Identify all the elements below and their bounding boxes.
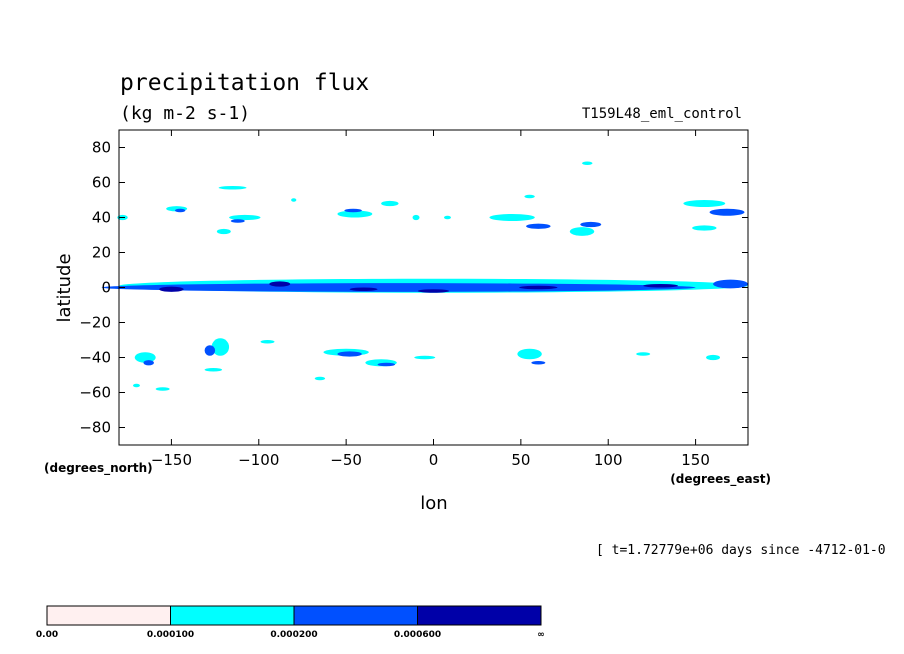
precip-region-25 [580,221,602,228]
y-tick-label: −80 [79,419,111,437]
precip-region-17 [344,208,362,213]
precip-region-35 [204,368,223,372]
precip-region-12 [229,214,261,221]
precip-region-28 [709,208,745,216]
precip-region-21 [489,214,535,221]
precip-region-11 [218,186,247,190]
precip-region-4 [269,281,291,287]
x-axis-label: lon [420,493,447,514]
precip-region-16 [337,210,373,218]
run-label: T159L48_eml_control [582,106,742,122]
x-tick-label: 100 [594,451,623,469]
precip-region-5 [349,287,378,291]
precip-region-38 [337,351,362,357]
y-axis-units: (degrees_north) [44,461,153,476]
colorbar-bin-2 [293,605,418,626]
precip-region-10 [174,208,186,213]
precip-region-1 [101,283,696,292]
precip-region-44 [636,352,651,356]
y-tick-label: −20 [79,314,111,332]
precip-region-23 [524,194,535,199]
precip-region-22 [526,223,551,229]
y-axis-label: latitude [54,253,75,322]
precip-region-26 [582,161,593,165]
precip-region-36 [260,340,275,344]
precip-region-20 [443,215,451,220]
precip-region-46 [155,387,170,391]
precip-region-13 [230,219,245,223]
y-axis-ticks: 80 60 40 20 0 −20 −40 −60 −80 [79,139,748,437]
colorbar-tick-label: 0.00 [36,630,58,640]
colorbar-tick-label: 0.000100 [147,630,194,640]
x-axis-ticks: −150 −100 −50 0 50 100 150 [151,130,710,469]
colorbar-bin-0 [46,605,171,626]
x-axis-units: (degrees_east) [670,472,771,487]
x-tick-label: 0 [429,451,439,469]
precip-region-48 [132,383,140,388]
precip-region-3 [159,286,184,292]
chart-title: precipitation flux [120,70,369,96]
chart-units: (kg m-2 s-1) [120,103,250,124]
precip-region-42 [517,348,542,360]
y-tick-label: 40 [92,209,111,227]
colorbar: 0.00 0.000100 0.000200 0.000600 ∞ [36,605,545,640]
precip-region-31 [134,352,156,363]
precip-region-2 [713,279,748,289]
x-tick-label: −150 [151,451,192,469]
colorbar-tick-label: ∞ [537,630,545,640]
y-tick-label: −40 [79,349,111,367]
y-tick-label: 0 [101,279,111,297]
precip-region-45 [706,354,721,361]
colorbar-bin-1 [170,605,295,626]
precip-region-43 [531,361,546,365]
precip-region-29 [692,225,717,231]
precip-region-40 [377,362,396,367]
colorbar-bin-3 [417,605,542,626]
precip-region-19 [412,214,420,221]
precip-region-14 [216,228,231,235]
precip-region-27 [683,200,726,207]
precip-region-15 [291,198,297,202]
precip-region-33 [211,338,230,356]
precipitation-regions [101,161,748,391]
precip-region-6 [417,289,450,293]
precip-region-24 [569,227,595,236]
y-tick-label: 80 [92,139,111,157]
precip-region-7 [519,285,558,290]
x-tick-label: 50 [511,451,530,469]
y-tick-label: 20 [92,244,111,262]
precip-region-18 [381,200,399,207]
colorbar-tick-label: 0.000600 [394,630,441,640]
y-tick-label: −60 [79,384,111,402]
colorbar-tick-label: 0.000200 [270,630,317,640]
precip-region-32 [143,360,154,366]
precip-region-8 [643,284,679,288]
precip-region-34 [204,345,216,356]
time-label: [ t=1.72779e+06 days since -4712-01-0 [596,543,886,558]
y-tick-label: 60 [92,174,111,192]
x-tick-label: −100 [238,451,279,469]
x-tick-label: 150 [681,451,710,469]
precip-region-47 [314,376,326,381]
x-tick-label: −50 [330,451,362,469]
precip-region-41 [414,355,436,360]
